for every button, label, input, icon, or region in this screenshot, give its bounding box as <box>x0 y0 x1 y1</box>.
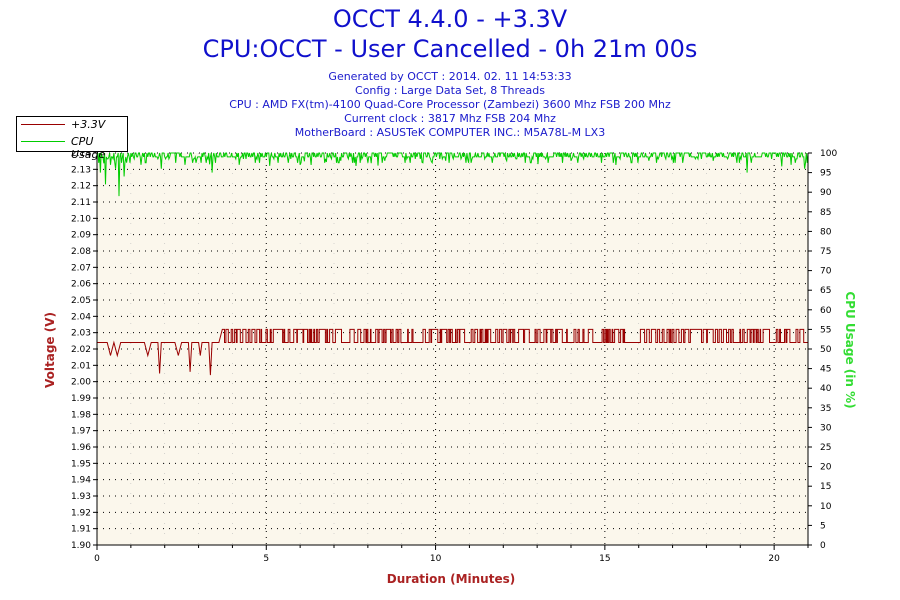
y2-tick-label: 80 <box>820 227 832 237</box>
y-tick-label: 2.13 <box>71 165 91 175</box>
x-tick-label: 15 <box>599 554 610 564</box>
y2-axis-label: CPU Usage (in %) <box>843 291 857 408</box>
y2-tick-label: 85 <box>820 208 831 218</box>
y2-tick-label: 25 <box>820 443 831 453</box>
y2-tick-label: 70 <box>820 267 832 277</box>
info-generated: Generated by OCCT : 2014. 02. 11 14:53:3… <box>328 70 572 83</box>
info-config: Config : Large Data Set, 8 Threads <box>355 84 545 97</box>
y2-tick-label: 95 <box>820 169 831 179</box>
chart-subtitle: CPU:OCCT - User Cancelled - 0h 21m 00s <box>202 35 698 63</box>
y2-tick-label: 55 <box>820 325 831 335</box>
y-tick-label: 2.00 <box>71 378 91 388</box>
y-tick-label: 2.14 <box>71 149 91 159</box>
y-tick-label: 1.93 <box>71 492 91 502</box>
y2-tick-label: 30 <box>820 423 832 433</box>
x-tick-label: 5 <box>263 554 269 564</box>
info-clock: Current clock : 3817 Mhz FSB 204 Mhz <box>344 112 556 125</box>
y2-tick-label: 65 <box>820 286 831 296</box>
x-tick-label: 20 <box>768 554 780 564</box>
legend-swatch-cpu <box>21 141 65 142</box>
y-tick-label: 2.07 <box>71 263 91 273</box>
info-cpu: CPU : AMD FX(tm)-4100 Quad-Core Processo… <box>229 98 671 111</box>
legend-label-cpu: CPU Usage <box>71 135 106 161</box>
info-motherboard: MotherBoard : ASUSTeK COMPUTER INC.: M5A… <box>294 126 606 139</box>
y2-tick-label: 50 <box>820 345 832 355</box>
y-tick-label: 2.10 <box>71 214 91 224</box>
x-axis-label: Duration (Minutes) <box>387 572 515 586</box>
x-tick-label: 10 <box>430 554 442 564</box>
y2-tick-label: 10 <box>820 502 832 512</box>
y-tick-label: 2.02 <box>71 345 91 355</box>
y2-tick-label: 75 <box>820 247 831 257</box>
chart-legend: +3.3V CPU Usage <box>16 116 128 161</box>
y-tick-label: 2.09 <box>71 231 91 241</box>
y-tick-label: 1.97 <box>71 427 91 437</box>
y-tick-label: 1.94 <box>71 476 91 486</box>
y-tick-label: 2.11 <box>71 198 91 208</box>
y-tick-label: 2.08 <box>71 247 91 257</box>
y-tick-label: 1.92 <box>71 508 91 518</box>
legend-label-voltage: +3.3V <box>71 118 106 131</box>
y2-tick-label: 100 <box>820 149 837 159</box>
y-tick-label: 2.12 <box>71 182 91 192</box>
y2-tick-label: 0 <box>820 541 826 551</box>
y-tick-label: 1.91 <box>71 525 91 535</box>
legend-swatch-voltage <box>21 124 65 125</box>
x-tick-label: 0 <box>94 554 100 564</box>
series-cpu-line <box>96 152 809 197</box>
y-tick-label: 2.06 <box>71 280 91 290</box>
y2-tick-label: 5 <box>820 521 826 531</box>
y-tick-label: 2.04 <box>71 312 91 322</box>
legend-item-voltage: +3.3V <box>17 117 127 133</box>
y-tick-label: 1.95 <box>71 459 91 469</box>
legend-item-cpu: CPU Usage <box>17 134 127 161</box>
y2-tick-label: 60 <box>820 306 832 316</box>
y-tick-label: 1.96 <box>71 443 91 453</box>
y2-tick-label: 20 <box>820 463 832 473</box>
y-tick-label: 1.99 <box>71 394 91 404</box>
y2-tick-label: 35 <box>820 404 831 414</box>
chart-title: OCCT 4.4.0 - +3.3V <box>332 5 568 33</box>
plot-area <box>97 153 808 545</box>
y-axis-label: Voltage (V) <box>43 312 57 388</box>
series-voltage-line <box>97 328 809 376</box>
y-tick-label: 1.98 <box>71 410 91 420</box>
y-tick-label: 2.01 <box>71 361 91 371</box>
y-tick-label: 2.05 <box>71 296 91 306</box>
y2-tick-label: 45 <box>820 365 831 375</box>
y2-tick-label: 90 <box>820 188 832 198</box>
y-tick-label: 2.03 <box>71 329 91 339</box>
y2-tick-label: 15 <box>820 482 831 492</box>
y-tick-label: 1.90 <box>71 541 91 551</box>
y2-tick-label: 40 <box>820 384 832 394</box>
